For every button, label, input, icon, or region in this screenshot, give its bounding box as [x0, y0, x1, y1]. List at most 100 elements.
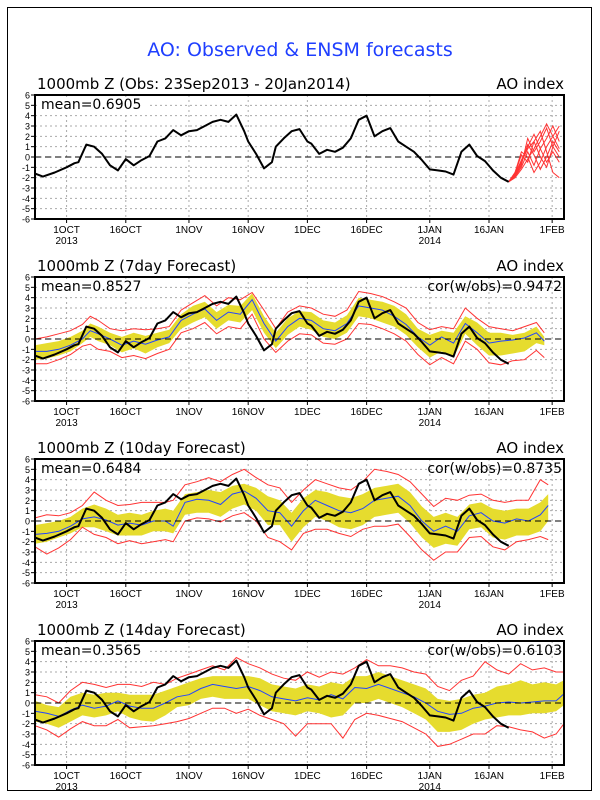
mean-label: mean=0.6484 [41, 461, 142, 477]
ensemble-mean-line [35, 683, 564, 717]
y-tick-label: 2 [25, 678, 30, 688]
lower-bound-line [35, 707, 564, 747]
ensemble-member-line [508, 122, 560, 183]
y-tick-label: 5 [25, 465, 30, 475]
y-tick-label: -1 [22, 527, 30, 537]
y-tick-label: 0 [25, 517, 30, 527]
y-tick-label: -4 [22, 376, 30, 386]
panel-obs: 1000mb Z (Obs: 23Sep2013 - 20Jan2014) AO … [22, 75, 565, 247]
mean-label: mean=0.8527 [41, 279, 141, 295]
y-tick-label: 0 [25, 153, 30, 163]
y-tick-label: -3 [22, 548, 30, 558]
y-tick-label: 3 [25, 122, 30, 132]
y-tick-label: -1 [22, 345, 30, 355]
x-tick-label: 16NOV [232, 771, 265, 782]
correlation-label: cor(w/obs)=0.9472 [427, 279, 562, 295]
x-tick-label: 1FEB [540, 771, 565, 782]
x-tick-year-label: 2014 [419, 236, 442, 247]
spread-band [35, 293, 545, 360]
x-tick-label: 16DEC [350, 407, 382, 418]
x-tick-label: 1OCT [53, 589, 80, 600]
x-tick-label: 1DEC [294, 771, 321, 782]
x-tick-label: 1JAN [418, 771, 442, 782]
y-tick-label: 3 [25, 304, 30, 314]
mean-label-bg [39, 279, 147, 294]
x-tick-label: 16JAN [474, 771, 504, 782]
panel-d10: 1000mb Z (10day Forecast) AO index-6-5-4-… [22, 439, 565, 611]
x-tick-label: 16OCT [110, 589, 142, 600]
y-tick-label: 6 [25, 455, 30, 465]
y-tick-label: 5 [25, 647, 30, 657]
y-tick-label: 0 [25, 335, 30, 345]
mean-label: mean=0.6905 [41, 97, 141, 113]
x-tick-label: 16OCT [110, 771, 142, 782]
panel-title: 1000mb Z (Obs: 23Sep2013 - 20Jan2014) [37, 75, 351, 93]
x-tick-label: 16NOV [232, 589, 265, 600]
x-tick-year-label: 2014 [419, 600, 442, 611]
x-tick-label: 16NOV [232, 225, 265, 236]
panel-title: 1000mb Z (7day Forecast) [37, 257, 236, 275]
panel-index-label: AO index [496, 75, 564, 93]
ensemble-member-line [508, 133, 560, 183]
y-tick-label: 2 [25, 314, 30, 324]
x-tick-label: 1OCT [53, 407, 80, 418]
y-tick-label: -4 [22, 194, 30, 204]
x-tick-label: 1DEC [294, 407, 321, 418]
y-tick-label: 1 [25, 142, 30, 152]
mean-label-bg [39, 461, 147, 476]
y-tick-label: 5 [25, 283, 30, 293]
x-tick-year-label: 2013 [55, 418, 78, 429]
y-tick-label: -2 [22, 719, 30, 729]
y-tick-label: -3 [22, 366, 30, 376]
lower-bound-line [35, 512, 549, 561]
y-tick-label: 1 [25, 688, 30, 698]
correlation-label: cor(w/obs)=0.6103 [427, 643, 562, 659]
y-tick-label: 3 [25, 486, 30, 496]
y-tick-label: 1 [25, 506, 30, 516]
y-tick-label: 4 [25, 657, 30, 667]
x-tick-year-label: 2013 [55, 600, 78, 611]
upper-bound-line [35, 656, 564, 704]
panel-d7: 1000mb Z (7day Forecast) AO index -6-5-4-3… [22, 257, 565, 429]
y-tick-label: -2 [22, 173, 30, 183]
y-tick-label: -2 [22, 355, 30, 365]
x-tick-label: 1NOV [175, 225, 203, 236]
lower-bound-line [35, 313, 545, 366]
y-tick-label: -3 [22, 730, 30, 740]
plot-area [35, 95, 564, 219]
y-tick-label: -4 [22, 558, 30, 568]
y-tick-label: -5 [22, 386, 30, 396]
y-tick-label: -6 [22, 215, 30, 225]
panel-d14: 1000mb Z (14day Forecast) AO index-6-5-4-… [22, 621, 565, 793]
x-tick-label: 1DEC [294, 225, 321, 236]
y-tick-label: -3 [22, 184, 30, 194]
panel-title: 1000mb Z (14day Forecast) [37, 621, 246, 639]
ensemble-member-line [508, 140, 560, 183]
correlation-label: cor(w/obs)=0.8735 [427, 461, 562, 477]
x-tick-label: 16JAN [474, 407, 504, 418]
x-tick-label: 1JAN [418, 589, 442, 600]
y-tick-label: 0 [25, 699, 30, 709]
x-tick-label: 1DEC [294, 589, 321, 600]
x-tick-label: 1OCT [53, 225, 80, 236]
observed-line [35, 477, 510, 547]
x-tick-label: 16DEC [350, 771, 382, 782]
y-tick-label: -6 [22, 761, 30, 771]
panel-index-label: AO index [496, 621, 564, 639]
y-tick-label: 1 [25, 324, 30, 334]
panel-index-label: AO index [496, 439, 564, 457]
plot-area [35, 459, 564, 583]
y-tick-label: -2 [22, 537, 30, 547]
ensemble-member-line [508, 125, 560, 183]
y-tick-label: 4 [25, 293, 30, 303]
y-tick-label: 4 [25, 475, 30, 485]
x-tick-label: 16NOV [232, 407, 265, 418]
plot-area [35, 641, 564, 765]
x-tick-year-label: 2013 [55, 782, 78, 793]
y-tick-label: 3 [25, 668, 30, 678]
x-tick-label: 1NOV [175, 407, 203, 418]
upper-bound-line [35, 290, 545, 340]
x-tick-label: 1FEB [540, 407, 565, 418]
y-tick-label: -5 [22, 204, 30, 214]
x-tick-year-label: 2014 [419, 782, 442, 793]
